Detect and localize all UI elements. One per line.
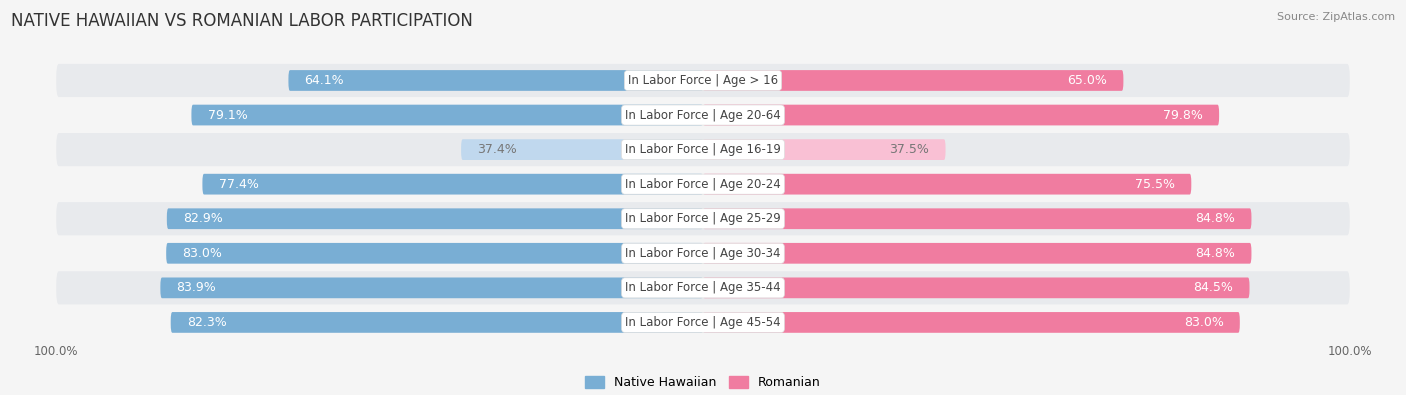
Text: 83.0%: 83.0% — [1184, 316, 1223, 329]
Text: 83.9%: 83.9% — [177, 281, 217, 294]
FancyBboxPatch shape — [703, 139, 945, 160]
FancyBboxPatch shape — [56, 271, 1350, 305]
FancyBboxPatch shape — [703, 277, 1250, 298]
Text: 79.1%: 79.1% — [208, 109, 247, 122]
Text: 65.0%: 65.0% — [1067, 74, 1108, 87]
Text: 75.5%: 75.5% — [1135, 178, 1175, 191]
FancyBboxPatch shape — [461, 139, 703, 160]
Text: In Labor Force | Age 16-19: In Labor Force | Age 16-19 — [626, 143, 780, 156]
FancyBboxPatch shape — [56, 133, 1350, 166]
FancyBboxPatch shape — [56, 237, 1350, 270]
FancyBboxPatch shape — [703, 105, 1219, 126]
Text: 84.5%: 84.5% — [1194, 281, 1233, 294]
FancyBboxPatch shape — [703, 174, 1191, 194]
FancyBboxPatch shape — [56, 202, 1350, 235]
FancyBboxPatch shape — [166, 243, 703, 264]
Text: In Labor Force | Age 25-29: In Labor Force | Age 25-29 — [626, 212, 780, 225]
Text: 77.4%: 77.4% — [218, 178, 259, 191]
Text: In Labor Force | Age 35-44: In Labor Force | Age 35-44 — [626, 281, 780, 294]
Text: 79.8%: 79.8% — [1163, 109, 1204, 122]
FancyBboxPatch shape — [56, 167, 1350, 201]
Legend: Native Hawaiian, Romanian: Native Hawaiian, Romanian — [581, 371, 825, 394]
Text: Source: ZipAtlas.com: Source: ZipAtlas.com — [1277, 12, 1395, 22]
Text: In Labor Force | Age 20-64: In Labor Force | Age 20-64 — [626, 109, 780, 122]
Text: 84.8%: 84.8% — [1195, 247, 1236, 260]
FancyBboxPatch shape — [288, 70, 703, 91]
FancyBboxPatch shape — [703, 312, 1240, 333]
Text: NATIVE HAWAIIAN VS ROMANIAN LABOR PARTICIPATION: NATIVE HAWAIIAN VS ROMANIAN LABOR PARTIC… — [11, 12, 474, 30]
Text: 82.9%: 82.9% — [183, 212, 222, 225]
FancyBboxPatch shape — [56, 64, 1350, 97]
FancyBboxPatch shape — [56, 98, 1350, 132]
Text: In Labor Force | Age > 16: In Labor Force | Age > 16 — [628, 74, 778, 87]
Text: 84.8%: 84.8% — [1195, 212, 1236, 225]
FancyBboxPatch shape — [170, 312, 703, 333]
Text: In Labor Force | Age 45-54: In Labor Force | Age 45-54 — [626, 316, 780, 329]
Text: 64.1%: 64.1% — [305, 74, 344, 87]
Text: 82.3%: 82.3% — [187, 316, 226, 329]
Text: 37.5%: 37.5% — [890, 143, 929, 156]
Text: In Labor Force | Age 20-24: In Labor Force | Age 20-24 — [626, 178, 780, 191]
FancyBboxPatch shape — [56, 306, 1350, 339]
FancyBboxPatch shape — [202, 174, 703, 194]
Text: 37.4%: 37.4% — [477, 143, 517, 156]
Text: 83.0%: 83.0% — [183, 247, 222, 260]
FancyBboxPatch shape — [703, 209, 1251, 229]
FancyBboxPatch shape — [160, 277, 703, 298]
FancyBboxPatch shape — [703, 70, 1123, 91]
FancyBboxPatch shape — [703, 243, 1251, 264]
FancyBboxPatch shape — [167, 209, 703, 229]
Text: In Labor Force | Age 30-34: In Labor Force | Age 30-34 — [626, 247, 780, 260]
FancyBboxPatch shape — [191, 105, 703, 126]
